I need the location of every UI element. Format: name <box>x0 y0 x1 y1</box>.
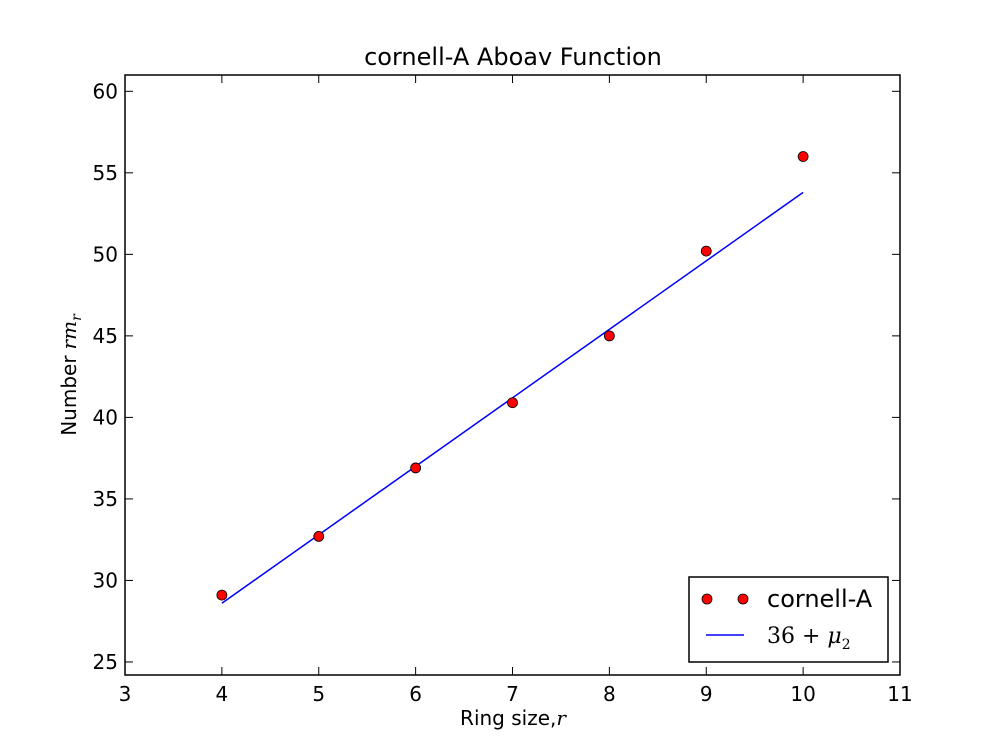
data-point-r6 <box>410 462 422 474</box>
y-tick-label: 30 <box>93 568 118 592</box>
x-tick-label: 7 <box>506 682 519 706</box>
legend-label-cornell-a: cornell-A <box>767 585 873 613</box>
y-tick-label: 25 <box>93 650 118 674</box>
data-point-r4 <box>216 589 228 601</box>
x-axis: 3 4 5 6 7 8 9 10 11 <box>119 75 913 706</box>
data-point-r7 <box>507 397 518 409</box>
data-point-r10 <box>797 151 809 162</box>
x-tick-label: 11 <box>887 682 912 706</box>
data-point-r8 <box>603 330 615 342</box>
y-axis: 25 30 35 40 45 50 55 60 <box>93 79 900 674</box>
data-point-r9 <box>700 245 712 257</box>
legend-marker-left <box>701 593 713 605</box>
y-tick-label: 45 <box>93 324 118 348</box>
y-axis-title: Number rmr <box>57 313 85 436</box>
y-axis-title-math: rm <box>57 321 81 350</box>
y-axis-title-text: Number <box>57 355 81 436</box>
x-tick-label: 6 <box>409 682 422 706</box>
plot-content <box>216 151 809 604</box>
x-tick-label: 5 <box>312 682 325 706</box>
y-tick-label: 60 <box>93 79 118 103</box>
y-tick-label: 35 <box>93 487 118 511</box>
x-axis-title: Ring size,r <box>460 706 567 730</box>
y-tick-label: 40 <box>93 405 118 429</box>
x-tick-label: 4 <box>216 682 229 706</box>
x-axis-title-text: Ring size, <box>460 706 556 730</box>
legend-fit-mu: μ <box>827 624 841 649</box>
x-axis-title-math: r <box>556 706 567 730</box>
legend: cornell-A 36 + μ2 <box>688 576 889 663</box>
legend-fit-subscript: 2 <box>842 637 851 653</box>
x-tick-label: 10 <box>790 682 815 706</box>
chart-title: cornell-A Aboav Function <box>364 43 662 71</box>
legend-box <box>688 576 889 663</box>
legend-marker-right <box>737 593 749 605</box>
x-tick-label: 9 <box>700 682 713 706</box>
data-point-r5 <box>313 531 325 542</box>
legend-label-fit: 36 + μ2 <box>767 624 851 653</box>
legend-fit-constant: 36 + <box>767 624 827 649</box>
y-axis-title-math-sub: r <box>69 313 85 321</box>
x-tick-label: 3 <box>119 682 132 706</box>
x-tick-label: 8 <box>603 682 616 706</box>
y-tick-label: 55 <box>93 161 118 185</box>
y-tick-label: 50 <box>93 242 118 266</box>
